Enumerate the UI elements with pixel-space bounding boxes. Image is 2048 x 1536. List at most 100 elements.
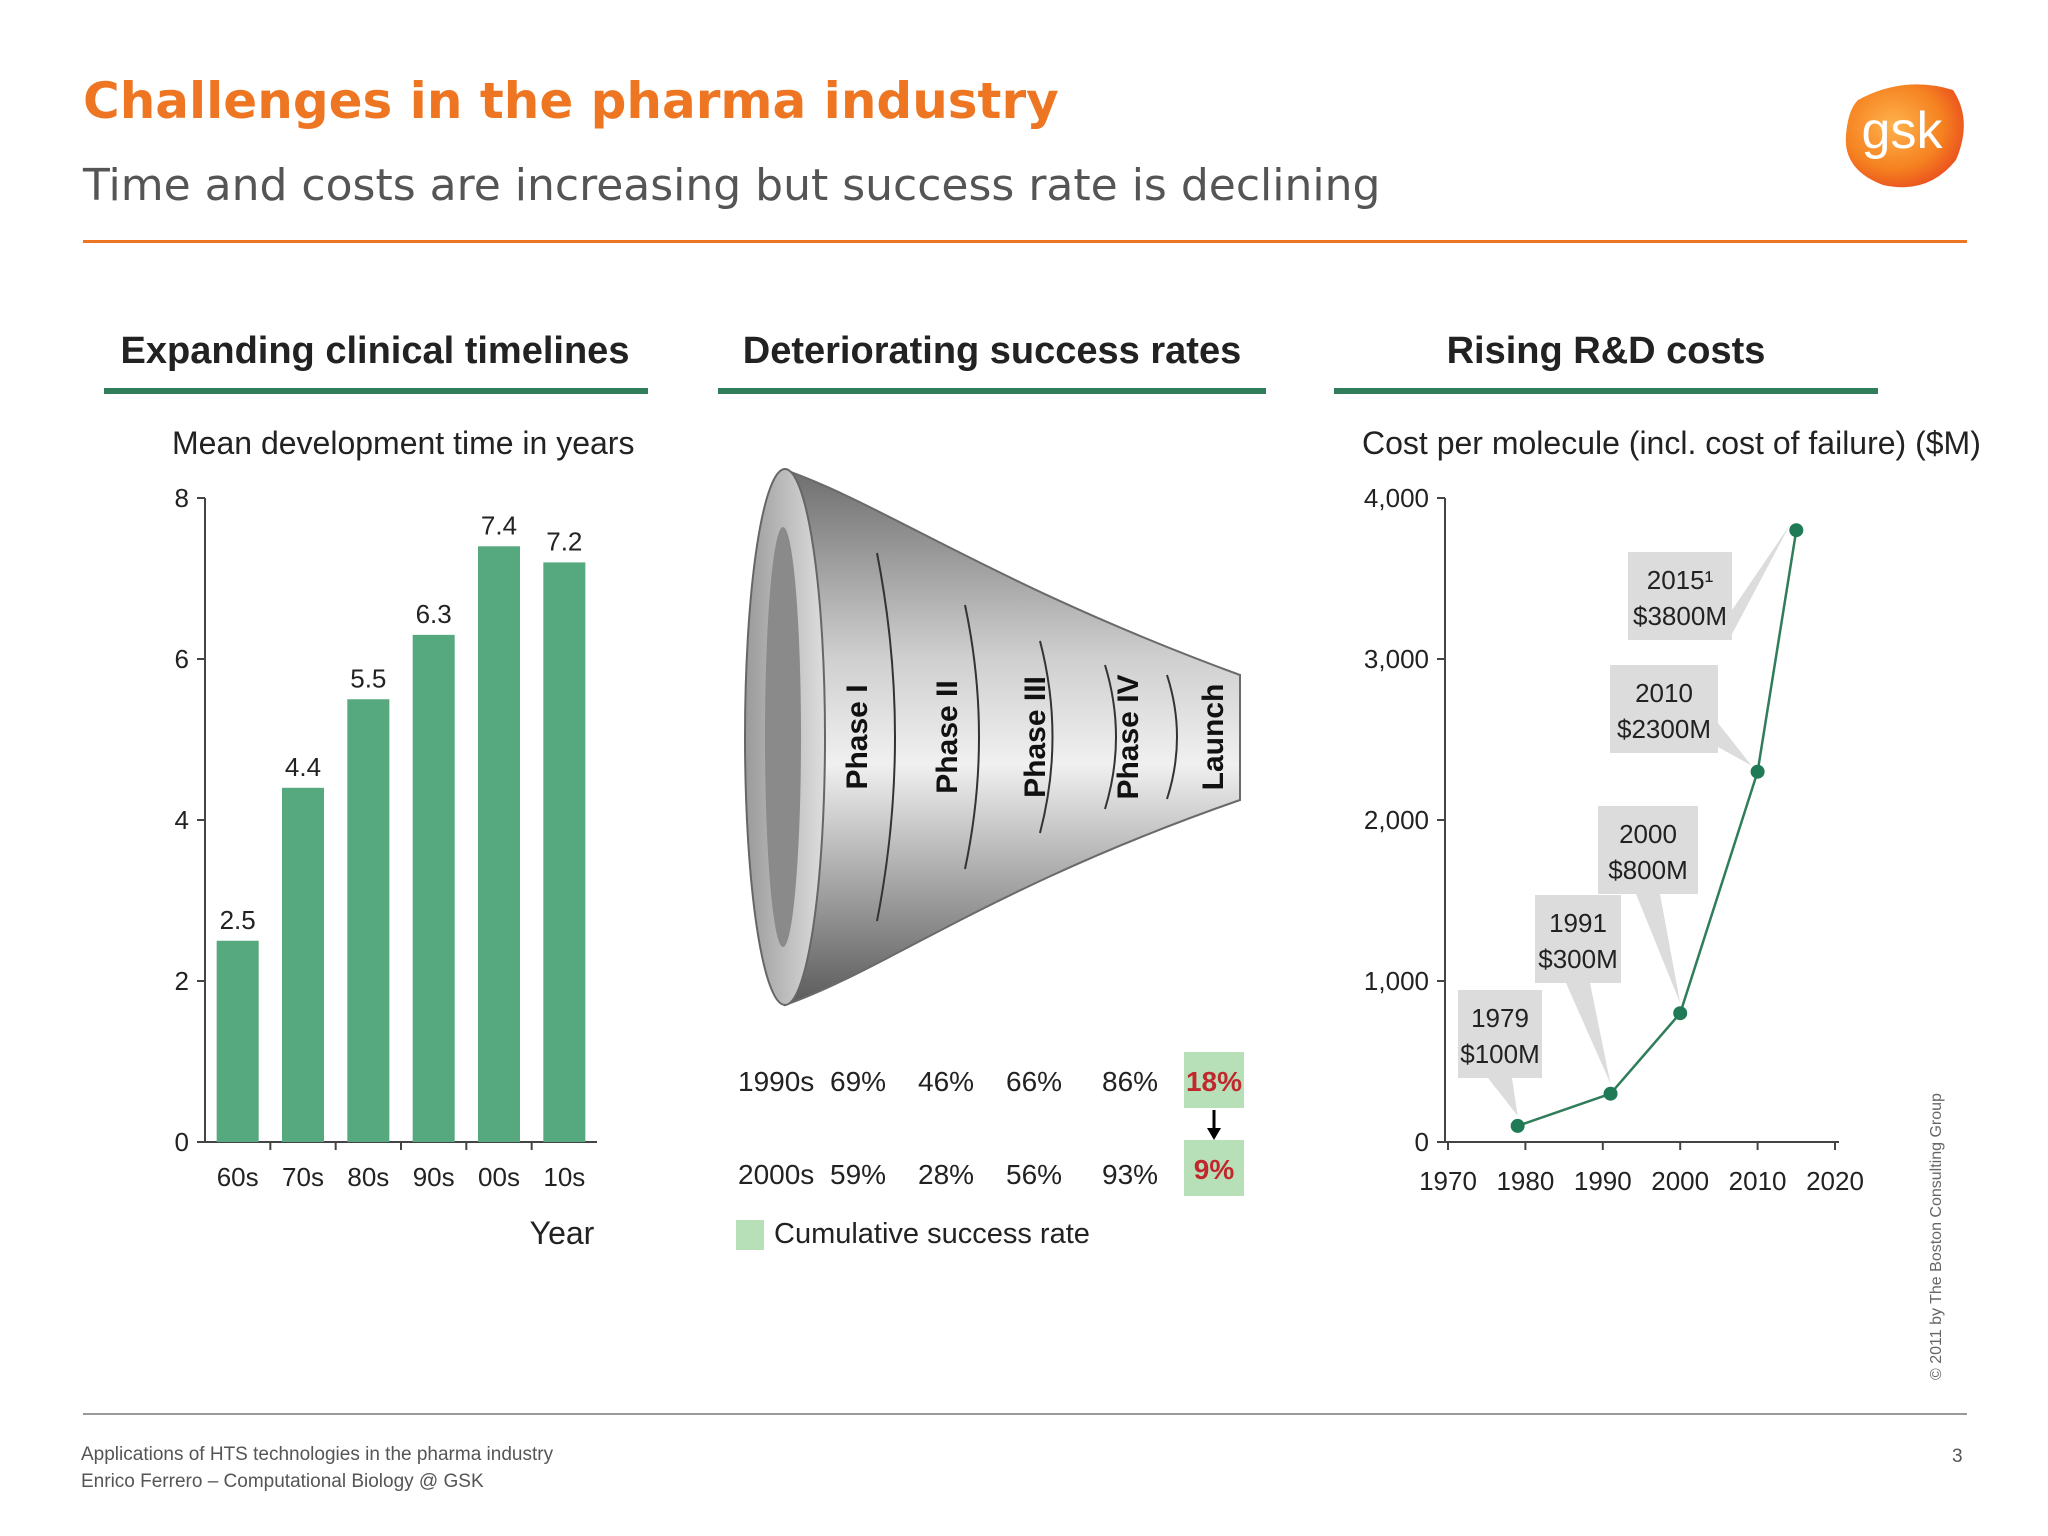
bar: [282, 787, 324, 1142]
x-axis-label: Year: [530, 1215, 595, 1251]
x-tick-label: 10s: [543, 1162, 585, 1192]
costs-heading: Rising R&D costs: [1446, 330, 1766, 372]
development-time-bar-chart: 0 2 4 6 8 2.5 60s 4.4 70s 5.5 80s 6.3 90s 7.4 00s 7.2 10…: [175, 483, 597, 1251]
slide-subtitle: Time and costs are increasing but succes…: [83, 160, 1381, 211]
data-point: [1750, 764, 1765, 779]
rate-cell: 93%: [1102, 1159, 1159, 1190]
slide-title: Challenges in the pharma industry: [83, 72, 1059, 130]
y-tick-label: 2,000: [1364, 805, 1429, 835]
phase-label: Phase IV: [1112, 674, 1145, 799]
page-number: 3: [1952, 1446, 1963, 1467]
data-point: [1789, 523, 1804, 538]
data-point: [1603, 1086, 1618, 1101]
x-tick-label: 2020: [1806, 1166, 1864, 1196]
callout-cost: $300M: [1538, 944, 1618, 974]
rate-cell: 69%: [830, 1066, 887, 1097]
x-tick-label: 1970: [1419, 1166, 1477, 1196]
x-tick-label: 2000: [1651, 1166, 1709, 1196]
rate-cell: 46%: [918, 1066, 975, 1097]
bar: [478, 546, 520, 1142]
callout-box: [1628, 552, 1732, 640]
callout-cost: $100M: [1460, 1039, 1540, 1069]
callout-year: 2000: [1619, 819, 1677, 849]
rate-cell: 56%: [1006, 1159, 1063, 1190]
footer-line-2: Enrico Ferrero – Computational Biology @…: [81, 1471, 484, 1492]
legend-swatch: [736, 1220, 764, 1250]
cumulative-rate-1990s: 18%: [1185, 1066, 1243, 1097]
phase-label: Phase III: [1019, 676, 1052, 798]
callout-pointer: [1566, 983, 1611, 1084]
callout-year: 1991: [1549, 908, 1607, 938]
x-tick-label: 60s: [217, 1162, 259, 1192]
callout-box: [1458, 990, 1542, 1078]
bar-value-label: 2.5: [220, 905, 256, 935]
callout-box: [1598, 806, 1698, 894]
y-tick-label: 3,000: [1364, 644, 1429, 674]
callout-cost: $800M: [1608, 855, 1688, 885]
bar: [216, 940, 259, 1142]
callout-box: [1535, 895, 1621, 983]
x-tick-label: 00s: [478, 1162, 520, 1192]
copyright-note: © 2011 by The Boston Consulting Group: [1928, 1093, 1945, 1380]
bar-value-label: 6.3: [416, 599, 452, 629]
svg-text:gsk: gsk: [1862, 102, 1944, 160]
callout: 1991 $300M: [1535, 895, 1621, 1084]
x-tick-label: 1990: [1574, 1166, 1632, 1196]
success-heading: Deteriorating success rates: [742, 330, 1242, 372]
header-divider: [83, 240, 1967, 243]
timelines-heading-rule: [104, 388, 648, 394]
bar-value-label: 7.2: [546, 526, 582, 556]
x-tick-label: 70s: [282, 1162, 324, 1192]
callout-box: [1610, 665, 1718, 753]
footer-divider: [83, 1413, 1967, 1415]
phase-label: Phase I: [841, 684, 874, 789]
phase-label: Launch: [1197, 684, 1230, 791]
cumulative-rate-box-2000s: [1184, 1140, 1244, 1196]
callout-pointer: [1636, 894, 1681, 1004]
callout-year: 2015¹: [1647, 565, 1714, 595]
y-tick-label: 0: [1415, 1127, 1429, 1157]
callout-year: 1979: [1471, 1003, 1529, 1033]
bar-value-label: 5.5: [350, 663, 386, 693]
y-tick-label: 4: [175, 805, 189, 835]
bar-value-label: 4.4: [285, 752, 321, 782]
y-tick-label: 1,000: [1364, 966, 1429, 996]
rate-row-label-2000s: 2000s: [738, 1159, 815, 1190]
rate-cell: 86%: [1102, 1066, 1159, 1097]
bar: [543, 562, 586, 1142]
cumulative-rate-box-1990s: [1184, 1052, 1244, 1108]
callout-cost: $2300M: [1617, 714, 1711, 744]
cost-line-chart: 0 1,000 2,000 3,000 4,000 1970 1980 1990 2000 201…: [1364, 483, 1864, 1196]
legend-label: Cumulative success rate: [774, 1218, 1090, 1250]
rate-cell: 66%: [1006, 1066, 1063, 1097]
callout: 2000 $800M: [1598, 806, 1698, 1004]
cumulative-rate-2000s: 9%: [1193, 1154, 1235, 1185]
y-tick-label: 6: [175, 644, 189, 674]
y-tick-label: 4,000: [1364, 483, 1429, 513]
phase-funnel: Phase I Phase II Phase III Phase IV Laun…: [744, 468, 1241, 1007]
callout-pointer: [1718, 723, 1752, 766]
x-tick-label: 2010: [1729, 1166, 1787, 1196]
callout-pointer: [1488, 1078, 1518, 1116]
rate-cell: 59%: [830, 1159, 887, 1190]
gsk-logo: gsk: [1845, 84, 1964, 188]
y-tick-label: 2: [175, 966, 189, 996]
bar: [347, 699, 390, 1142]
rate-cell: 28%: [918, 1159, 975, 1190]
bar: [412, 634, 455, 1142]
phase-label: Phase II: [931, 680, 964, 793]
costs-chart-title: Cost per molecule (incl. cost of failure…: [1362, 425, 1981, 461]
y-tick-label: 0: [175, 1127, 189, 1157]
y-tick-label: 8: [175, 483, 189, 513]
costs-heading-rule: [1334, 388, 1878, 394]
x-tick-label: 1980: [1496, 1166, 1554, 1196]
callout: 2010 $2300M: [1610, 665, 1752, 766]
footer-line-1: Applications of HTS technologies in the …: [81, 1444, 554, 1465]
x-tick-label: 90s: [413, 1162, 455, 1192]
rate-row-label-1990s: 1990s: [738, 1066, 815, 1097]
x-tick-label: 80s: [347, 1162, 389, 1192]
timelines-heading: Expanding clinical timelines: [120, 330, 630, 372]
data-point: [1673, 1006, 1688, 1021]
success-heading-rule: [718, 388, 1266, 394]
callout: 1979 $100M: [1458, 990, 1542, 1116]
